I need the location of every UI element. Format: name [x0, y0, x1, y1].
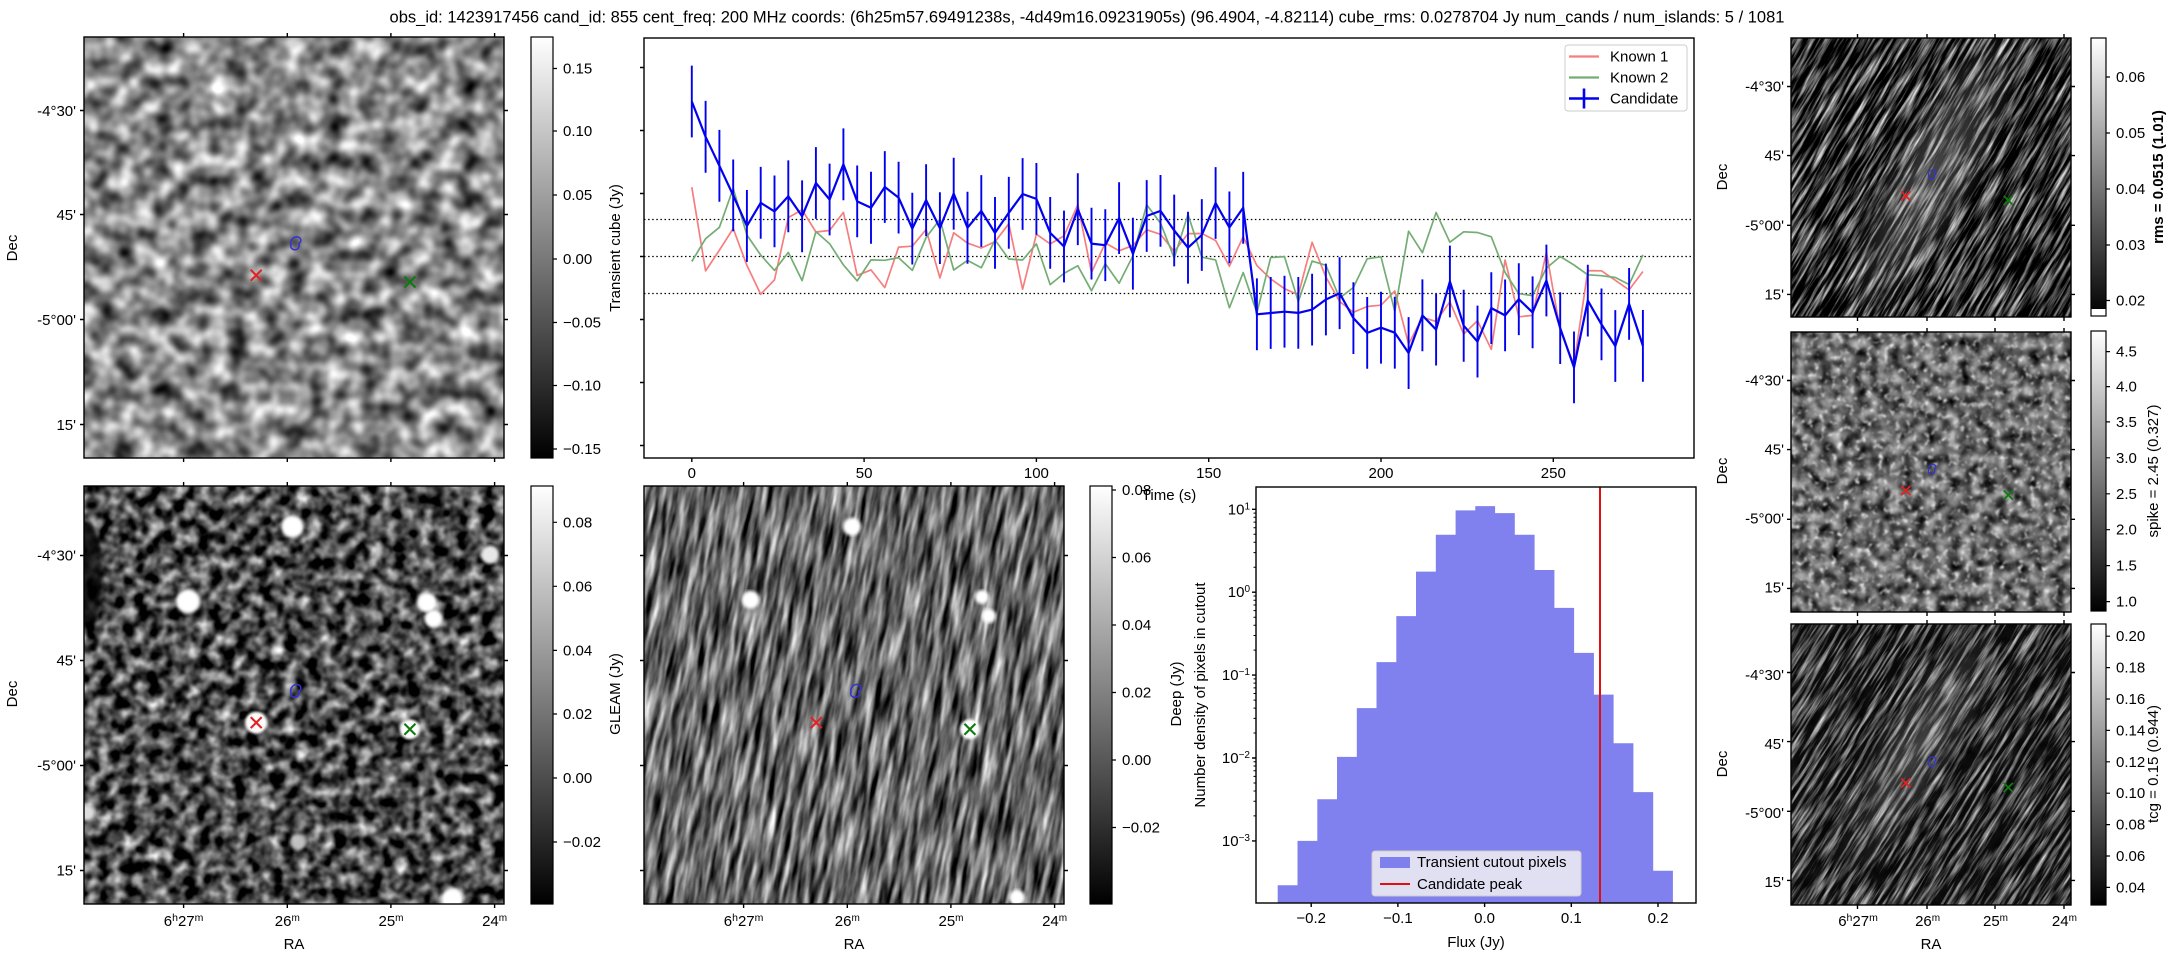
svg-text:0.10: 0.10 — [563, 123, 592, 140]
svg-text:15': 15' — [1764, 286, 1784, 303]
svg-text:1.0: 1.0 — [2116, 594, 2137, 611]
svg-text:0.06: 0.06 — [2116, 848, 2145, 865]
svg-text:0.2: 0.2 — [1648, 910, 1669, 927]
svg-text:0.02: 0.02 — [563, 706, 592, 723]
svg-text:−0.2: −0.2 — [1296, 910, 1326, 927]
svg-text:RA: RA — [844, 936, 865, 953]
svg-text:RA: RA — [284, 936, 305, 953]
svg-text:150: 150 — [1196, 465, 1221, 482]
svg-text:0.04: 0.04 — [2116, 879, 2145, 896]
svg-text:0.05: 0.05 — [2116, 125, 2145, 142]
svg-text:Candidate peak: Candidate peak — [1417, 876, 1523, 893]
svg-text:45': 45' — [56, 207, 76, 224]
svg-text:45': 45' — [1764, 148, 1784, 165]
svg-text:Dec: Dec — [1714, 457, 1731, 484]
svg-text:0.04: 0.04 — [2116, 181, 2145, 198]
svg-text:0.15: 0.15 — [563, 61, 592, 78]
svg-text:0.10: 0.10 — [2116, 785, 2145, 802]
svg-text:0.1: 0.1 — [1561, 910, 1582, 927]
svg-text:Dec: Dec — [1714, 163, 1731, 190]
svg-text:-5°00': -5°00' — [1745, 511, 1784, 528]
svg-text:-4°30': -4°30' — [37, 548, 76, 565]
svg-text:-4°30': -4°30' — [1745, 373, 1784, 390]
svg-text:0.06: 0.06 — [563, 578, 592, 595]
svg-text:50: 50 — [856, 465, 873, 482]
svg-text:Dec: Dec — [4, 680, 21, 707]
svg-text:Known 1: Known 1 — [1610, 49, 1668, 66]
svg-text:-5°00': -5°00' — [37, 312, 76, 329]
svg-text:−0.02: −0.02 — [563, 834, 601, 851]
svg-text:Candidate: Candidate — [1610, 91, 1678, 108]
svg-text:3.0: 3.0 — [2116, 450, 2137, 467]
svg-text:45': 45' — [1764, 442, 1784, 459]
svg-text:−0.02: −0.02 — [1122, 820, 1160, 837]
svg-text:3.5: 3.5 — [2116, 414, 2137, 431]
svg-text:0.03: 0.03 — [2116, 237, 2145, 254]
svg-text:0.00: 0.00 — [563, 770, 592, 787]
svg-text:Dec: Dec — [4, 234, 21, 261]
svg-text:250: 250 — [1541, 465, 1566, 482]
svg-text:0.20: 0.20 — [2116, 628, 2145, 645]
svg-text:15': 15' — [1764, 874, 1784, 891]
svg-text:0.06: 0.06 — [1122, 550, 1151, 567]
svg-text:tcg = 0.15 (0.944): tcg = 0.15 (0.944) — [2145, 705, 2162, 823]
svg-text:2.5: 2.5 — [2116, 486, 2137, 503]
svg-text:0: 0 — [688, 465, 696, 482]
svg-text:Time (s): Time (s) — [1142, 487, 1196, 504]
svg-text:Deep (Jy): Deep (Jy) — [1168, 661, 1185, 726]
svg-text:-5°00': -5°00' — [37, 758, 76, 775]
svg-text:0.08: 0.08 — [563, 514, 592, 531]
svg-text:−0.05: −0.05 — [563, 315, 601, 332]
svg-text:−0.15: −0.15 — [563, 441, 601, 458]
svg-text:-4°30': -4°30' — [1745, 667, 1784, 684]
svg-text:2.0: 2.0 — [2116, 522, 2137, 539]
svg-text:Transient cutout pixels: Transient cutout pixels — [1417, 854, 1567, 871]
svg-text:0.12: 0.12 — [2116, 754, 2145, 771]
svg-text:−0.1: −0.1 — [1383, 910, 1413, 927]
svg-text:0.02: 0.02 — [2116, 293, 2145, 310]
svg-text:0.04: 0.04 — [1122, 617, 1151, 634]
svg-text:0.00: 0.00 — [1122, 752, 1151, 769]
svg-text:0.16: 0.16 — [2116, 691, 2145, 708]
svg-text:0.18: 0.18 — [2116, 660, 2145, 677]
svg-text:0.00: 0.00 — [563, 251, 592, 268]
svg-text:0.04: 0.04 — [563, 642, 592, 659]
svg-text:Transient cube (Jy): Transient cube (Jy) — [607, 184, 624, 312]
svg-text:Known 2: Known 2 — [1610, 70, 1668, 87]
svg-text:0.02: 0.02 — [1122, 685, 1151, 702]
svg-text:0.14: 0.14 — [2116, 722, 2145, 739]
svg-text:-5°00': -5°00' — [1745, 217, 1784, 234]
svg-text:-4°30': -4°30' — [37, 103, 76, 120]
svg-text:GLEAM (Jy): GLEAM (Jy) — [607, 653, 624, 735]
svg-text:Number density of pixels in cu: Number density of pixels in cutout — [1192, 582, 1209, 808]
svg-text:200: 200 — [1368, 465, 1393, 482]
svg-text:Flux (Jy): Flux (Jy) — [1447, 934, 1505, 951]
svg-text:4.5: 4.5 — [2116, 344, 2137, 361]
svg-text:45': 45' — [1764, 736, 1784, 753]
svg-text:100: 100 — [1024, 465, 1049, 482]
svg-text:rms = 0.0515 (1.01): rms = 0.0515 (1.01) — [2150, 110, 2167, 244]
svg-text:45': 45' — [56, 653, 76, 670]
svg-text:−0.10: −0.10 — [563, 378, 601, 395]
svg-text:15': 15' — [1764, 580, 1784, 597]
svg-text:-4°30': -4°30' — [1745, 79, 1784, 96]
svg-text:1.5: 1.5 — [2116, 558, 2137, 575]
svg-text:15': 15' — [56, 863, 76, 880]
svg-text:6h27m: 6h27m — [164, 912, 204, 930]
svg-text:0.08: 0.08 — [2116, 817, 2145, 834]
svg-text:0.0: 0.0 — [1474, 910, 1495, 927]
svg-text:15': 15' — [56, 417, 76, 434]
svg-text:0.06: 0.06 — [2116, 69, 2145, 86]
svg-text:-5°00': -5°00' — [1745, 805, 1784, 822]
svg-text:4.0: 4.0 — [2116, 379, 2137, 396]
svg-text:spike = 2.45 (0.327): spike = 2.45 (0.327) — [2145, 404, 2162, 537]
svg-text:RA: RA — [1921, 936, 1942, 953]
svg-text:0.05: 0.05 — [563, 187, 592, 204]
svg-text:0.08: 0.08 — [1122, 482, 1151, 499]
svg-text:Dec: Dec — [1714, 750, 1731, 777]
svg-text:obs_id: 1423917456 cand_id: 85: obs_id: 1423917456 cand_id: 855 cent_fre… — [390, 9, 1785, 27]
